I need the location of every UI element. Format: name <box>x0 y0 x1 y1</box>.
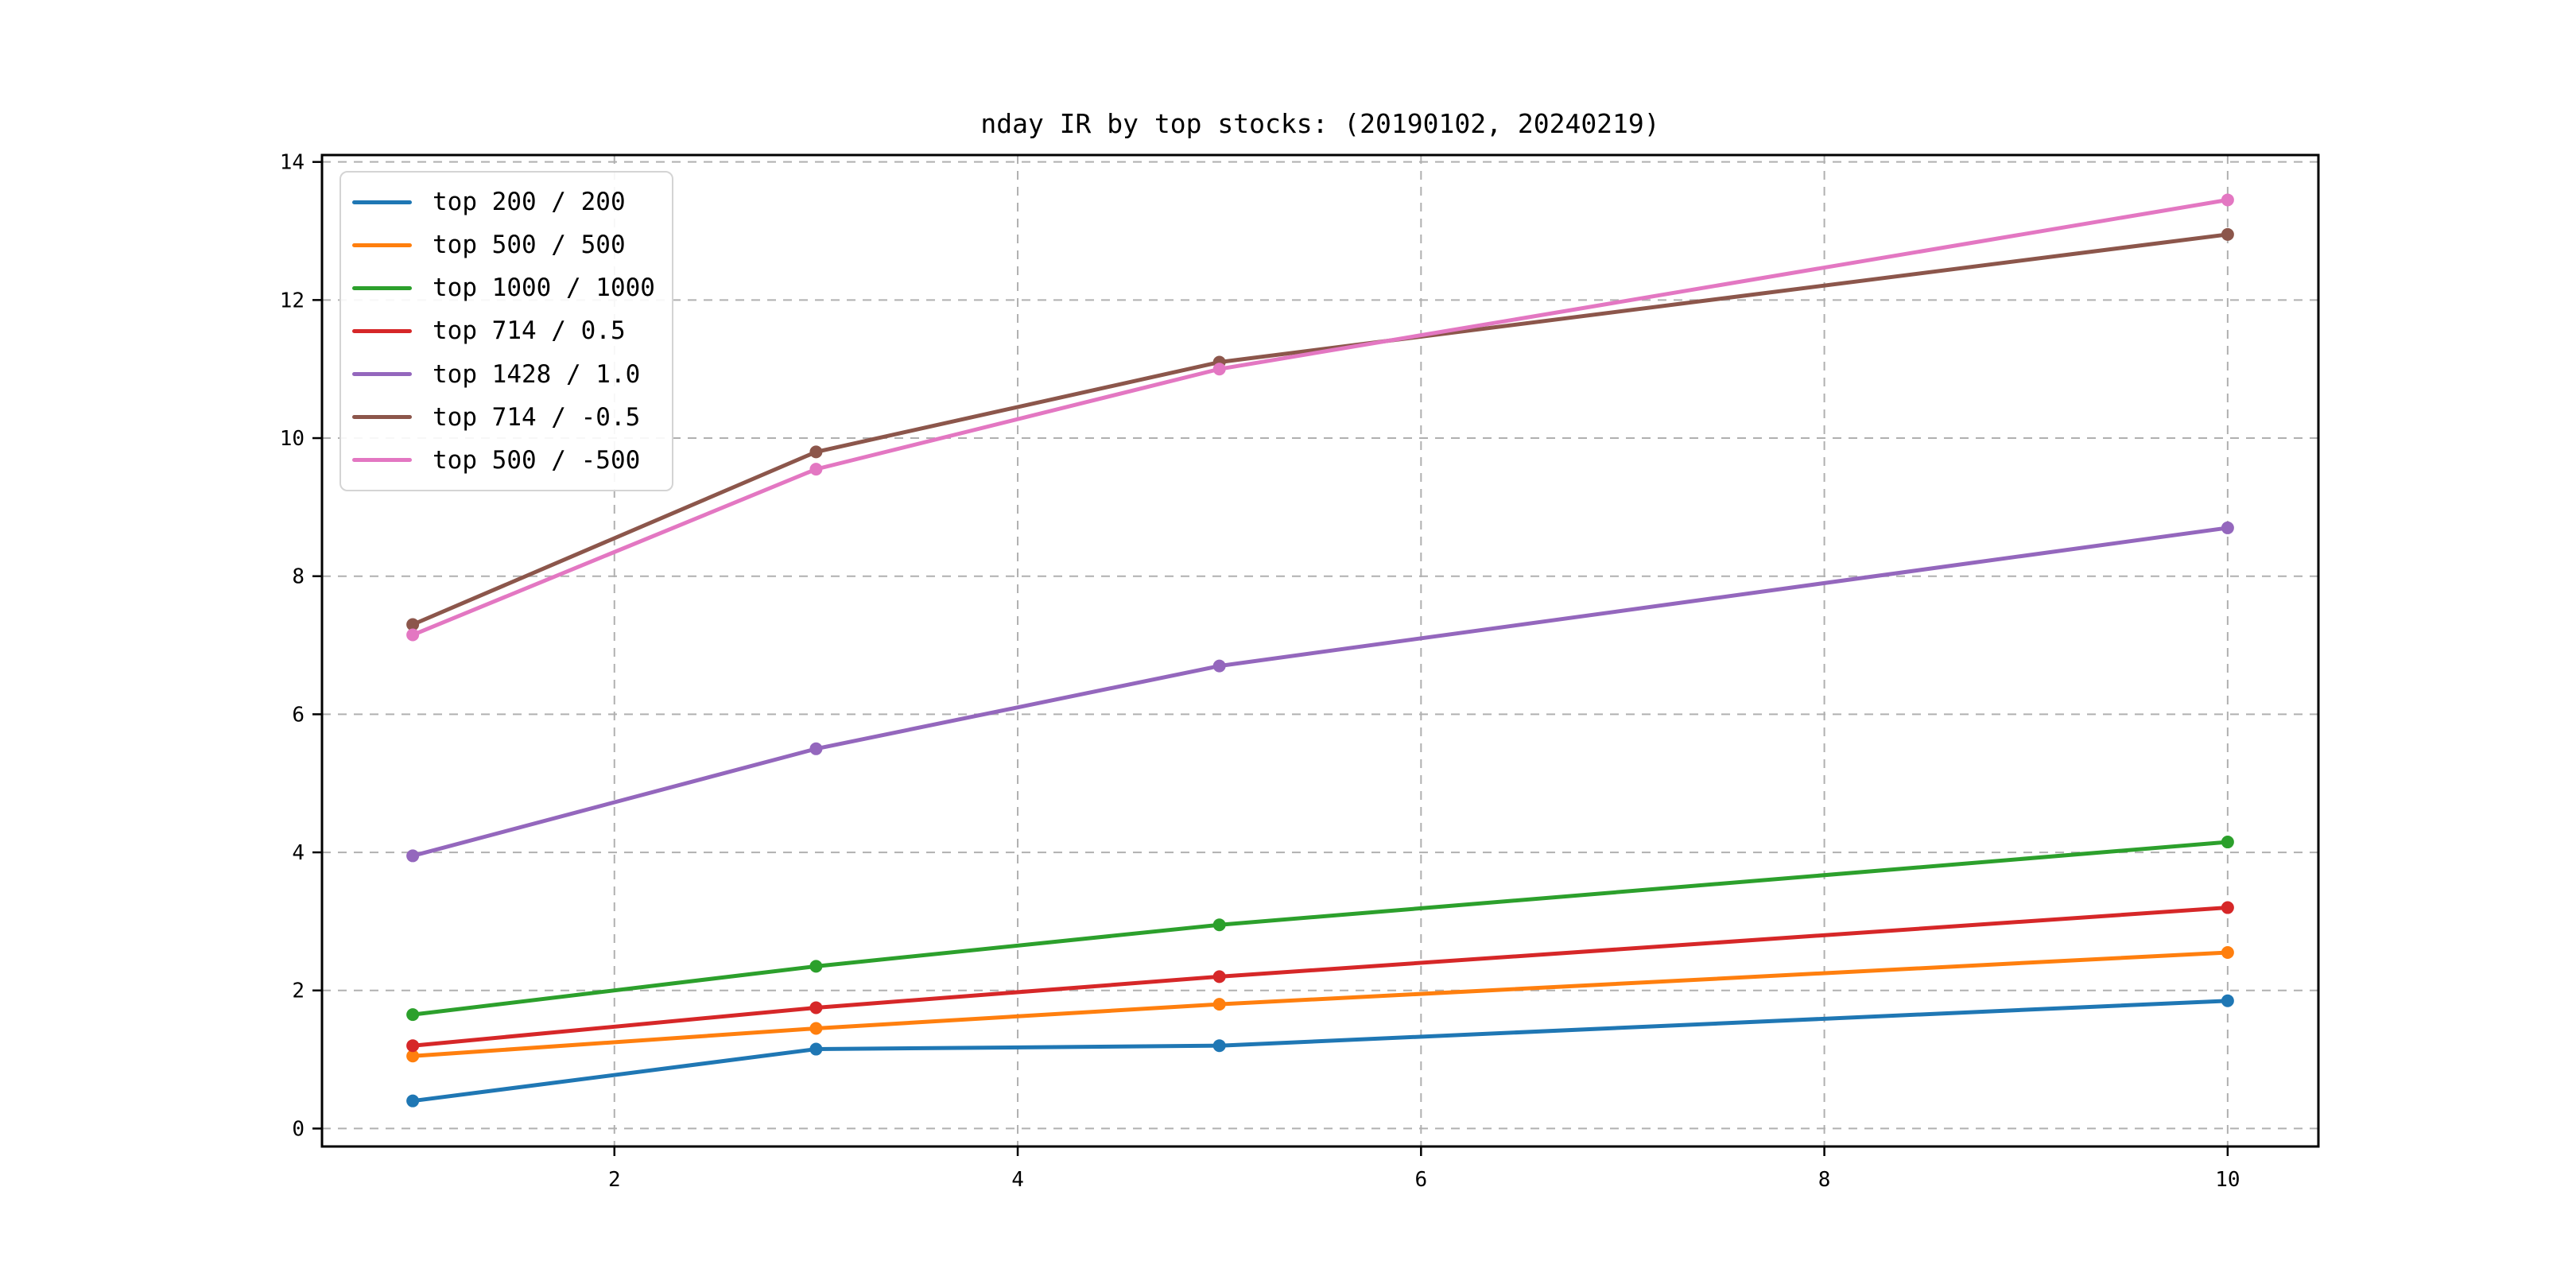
legend-line-sample <box>352 328 412 333</box>
data-point <box>406 1049 420 1063</box>
series-line-7 <box>410 197 2230 638</box>
series-line-4 <box>410 906 2230 1048</box>
data-point <box>809 960 823 973</box>
data-point <box>406 849 420 863</box>
y-tick-label: 8 <box>292 565 305 589</box>
legend-label: top 500 / 500 <box>433 231 626 260</box>
data-point <box>2221 521 2234 534</box>
data-point <box>2221 945 2234 959</box>
legend-item: top 714 / -0.5 <box>352 403 672 432</box>
legend-item: top 200 / 200 <box>352 188 672 216</box>
data-point <box>809 1022 823 1035</box>
data-point <box>2221 227 2234 241</box>
legend-label: top 714 / -0.5 <box>433 402 641 432</box>
series-line-3 <box>410 840 2230 1017</box>
data-point <box>1212 998 1226 1011</box>
legend-line-sample <box>352 285 412 290</box>
data-point <box>406 1039 420 1053</box>
series-line-1 <box>410 999 2230 1104</box>
data-point <box>809 1042 823 1056</box>
data-point <box>809 1001 823 1014</box>
x-tick-label: 2 <box>608 1168 621 1192</box>
y-tick-label: 0 <box>292 1117 305 1141</box>
data-point <box>406 628 420 642</box>
x-tick-label: 6 <box>1414 1168 1427 1192</box>
data-point <box>809 463 823 476</box>
y-tick-label: 4 <box>292 841 305 865</box>
data-point <box>1212 363 1226 376</box>
legend: top 200 / 200 top 500 / 500 top 1000 / 100… <box>339 171 673 491</box>
legend-line-sample <box>352 372 412 377</box>
data-point <box>2221 193 2234 207</box>
chart-title: nday IR by top stocks: (20190102, 202402… <box>980 108 1660 139</box>
legend-line-sample <box>352 242 412 247</box>
legend-item: top 1428 / 1.0 <box>352 360 672 389</box>
legend-line-sample <box>352 415 412 420</box>
legend-label: top 500 / -500 <box>433 445 641 475</box>
legend-item: top 714 / 0.5 <box>352 316 672 345</box>
data-point <box>406 1094 420 1108</box>
data-point <box>809 742 823 755</box>
data-point <box>406 618 420 631</box>
legend-item: top 1000 / 1000 <box>352 274 672 302</box>
legend-label: top 1000 / 1000 <box>433 274 655 303</box>
y-tick-label: 14 <box>280 151 305 175</box>
y-tick-label: 10 <box>280 427 305 451</box>
legend-label: top 714 / 0.5 <box>433 316 626 346</box>
series-line-5 <box>410 526 2230 858</box>
data-point <box>2221 994 2234 1007</box>
series-line-2 <box>410 950 2230 1058</box>
y-tick-label: 6 <box>292 703 305 727</box>
series-line-6 <box>410 232 2230 627</box>
legend-label: top 200 / 200 <box>433 188 626 217</box>
x-tick-label: 8 <box>1818 1168 1831 1192</box>
y-tick-label: 12 <box>280 289 305 312</box>
legend-line-sample <box>352 458 412 463</box>
legend-label: top 1428 / 1.0 <box>433 359 641 389</box>
data-point <box>1212 659 1226 673</box>
data-point <box>1212 1039 1226 1053</box>
legend-line-sample <box>352 200 412 204</box>
data-point <box>406 1008 420 1022</box>
legend-item: top 500 / 500 <box>352 231 672 259</box>
data-point <box>2221 901 2234 914</box>
data-point <box>2221 836 2234 849</box>
axes-spines <box>320 153 2320 1148</box>
legend-item: top 500 / -500 <box>352 446 672 475</box>
x-tick-label: 4 <box>1011 1168 1024 1192</box>
data-point <box>1212 970 1226 983</box>
data-point <box>1212 918 1226 932</box>
data-point <box>809 445 823 459</box>
x-tick-label: 10 <box>2215 1168 2240 1192</box>
y-tick-label: 2 <box>292 980 305 1003</box>
